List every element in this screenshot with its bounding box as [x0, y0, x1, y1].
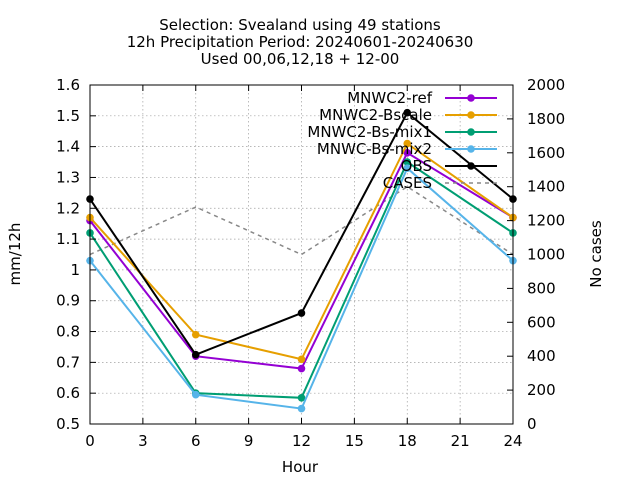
data-point-mnwc2-bscale	[297, 355, 306, 364]
data-point-mnwc-bs-mix2	[191, 390, 200, 399]
data-point-mnwc2-bscale	[191, 330, 200, 339]
y-tick-label: 1.5	[56, 107, 80, 125]
data-point-obs	[403, 108, 412, 117]
title-line-2: 12h Precipitation Period: 20240601-20240…	[127, 33, 474, 51]
y-tick-label: 0.9	[56, 292, 80, 310]
legend-marker-mnwc-bs-mix2	[467, 145, 475, 153]
title-line-3: Used 00,06,12,18 + 12-00	[201, 50, 400, 68]
x-axis-label: Hour	[282, 458, 319, 476]
y2-tick-label: 0	[527, 415, 537, 433]
series-lines	[86, 108, 517, 413]
chart-title: Selection: Svealand using 49 stations 12…	[127, 16, 474, 68]
y-tick-label: 0.8	[56, 323, 80, 341]
x-tick-label: 3	[138, 432, 148, 450]
y2-tick-label: 400	[527, 347, 556, 365]
x-tick-label: 18	[398, 432, 417, 450]
data-point-mnwc-bs-mix2	[403, 164, 412, 173]
data-point-mnwc2-ref	[297, 364, 306, 373]
data-point-mnwc2-ref	[403, 149, 412, 157]
y-tick-label: 1.1	[56, 230, 80, 248]
legend: MNWC2-refMNWC2-BscaleMNWC2-Bs-mix1MNWC-B…	[307, 89, 497, 192]
data-point-mnwc2-bscale	[403, 139, 412, 148]
x-tick-label: 6	[191, 432, 201, 450]
y-tick-label: 0.6	[56, 384, 80, 402]
legend-label-mnwc2-ref: MNWC2-ref	[347, 89, 432, 107]
y2-tick-label: 1000	[527, 246, 565, 264]
data-point-mnwc2-bs-mix1	[297, 394, 306, 402]
legend-label-mnwc2-bs-mix1: MNWC2-Bs-mix1	[307, 123, 432, 141]
legend-marker-obs	[467, 162, 475, 170]
grid-lines	[90, 85, 513, 424]
y2-tick-label: 1600	[527, 144, 565, 162]
title-line-1: Selection: Svealand using 49 stations	[159, 16, 441, 34]
y2-tick-label: 1200	[527, 212, 565, 230]
y-tick-label: 1.3	[56, 168, 80, 186]
y-tick-label: 0.7	[56, 353, 80, 371]
y-tick-label: 1	[70, 261, 80, 279]
y-tick-label: 1.4	[56, 138, 80, 156]
x-tick-label: 0	[85, 432, 95, 450]
cases-line	[89, 185, 514, 256]
y2-tick-label: 600	[527, 313, 556, 331]
data-point-mnwc-bs-mix2	[297, 404, 306, 413]
legend-label-obs: OBS	[401, 157, 432, 175]
axis-ticks: 0 3 6 9 12 15 18 21 24 0.5 0.6 0.7 0.8 0.9 1 1.1 1.2 1.3 1…	[56, 76, 565, 450]
y2-tick-label: 1400	[527, 178, 565, 196]
y2-tick-label: 200	[527, 381, 556, 399]
x-tick-label: 9	[244, 432, 254, 450]
x-tick-label: 21	[451, 432, 470, 450]
y2-tick-label: 2000	[527, 76, 565, 94]
x-tick-label: 15	[345, 432, 364, 450]
x-tick-label: 24	[503, 432, 522, 450]
y-tick-label: 0.5	[56, 415, 80, 433]
legend-marker-mnwc2-bs-mix1	[467, 128, 475, 136]
y2-tick-label: 800	[527, 279, 556, 297]
legend-marker-mnwc2-ref	[467, 94, 475, 102]
x-tick-label: 12	[292, 432, 311, 450]
legend-label-cases: CASES	[383, 174, 432, 192]
y-tick-label: 1.6	[56, 76, 80, 94]
data-point-obs	[191, 350, 200, 359]
series-line-mnwc2-bscale	[89, 142, 514, 361]
data-point-obs	[297, 309, 306, 317]
y-axis-label: mm/12h	[6, 223, 24, 286]
cases-series	[89, 185, 514, 256]
legend-label-mnwc-bs-mix2: MNWC-Bs-mix2	[317, 140, 432, 158]
data-point-mnwc2-bs-mix1	[403, 158, 412, 166]
legend-label-mnwc2-bscale: MNWC2-Bscale	[319, 106, 432, 124]
legend-marker-mnwc2-bscale	[467, 111, 475, 119]
y2-axis-label: No cases	[587, 220, 605, 288]
y2-tick-label: 1800	[527, 110, 565, 128]
y-tick-label: 1.2	[56, 199, 80, 217]
